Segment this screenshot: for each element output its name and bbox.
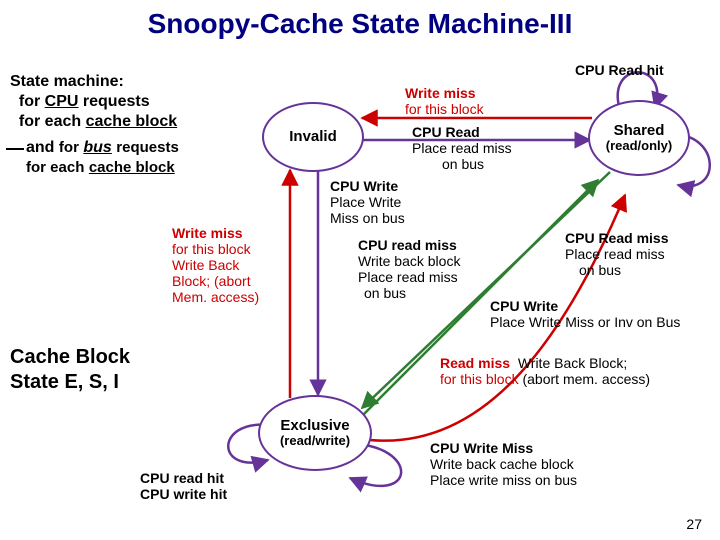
cache-block-l1: Cache Block xyxy=(10,346,130,368)
cache-block-label: Cache Block State E, S, I xyxy=(10,345,130,395)
wmt-l2: for this block xyxy=(405,101,484,117)
write-miss-top: Write miss for this block xyxy=(405,85,484,117)
el-l3: Place write miss on bus xyxy=(430,472,577,488)
desc2-l2a: for each xyxy=(26,159,84,176)
es-l1b: Write Back Block; xyxy=(518,355,627,371)
es-l2a: for this block xyxy=(440,371,519,387)
es-l2b: (abort mem. access) xyxy=(522,371,650,387)
se-l2: Place Write Miss or Inv on Bus xyxy=(490,314,680,330)
bullet-icon xyxy=(6,148,24,150)
sl-l3: on bus xyxy=(565,262,621,278)
excl-to-shared-label: Read miss Write Back Block; for this blo… xyxy=(440,355,650,387)
state-shared-l1: Shared xyxy=(614,123,665,140)
state-invalid-label: Invalid xyxy=(289,129,337,146)
wmt-l1: Write miss xyxy=(405,85,476,101)
desc1-l2u: CPU xyxy=(45,93,79,110)
desc1-l1: State machine: xyxy=(10,73,124,90)
crw-l1: CPU read hit xyxy=(140,470,224,486)
cr-l1: CPU Read xyxy=(412,124,480,140)
excl-to-inv-label: Write miss for this block Write Back Blo… xyxy=(172,225,259,305)
state-shared: Shared (read/only) xyxy=(588,100,690,176)
mid-diag-label: CPU read miss Write back block Place rea… xyxy=(358,237,460,301)
desc2-l1a: and xyxy=(26,139,54,156)
state-invalid: Invalid xyxy=(262,102,364,172)
crw-l2: CPU write hit xyxy=(140,486,227,502)
desc-block-2: and for bus requests for each cache bloc… xyxy=(26,138,179,178)
es-l1a: Read miss xyxy=(440,355,510,371)
cpu-read-hit-label: CPU Read hit xyxy=(575,62,664,78)
cr-l3: on bus xyxy=(412,156,484,172)
cw-l3: Miss on bus xyxy=(330,210,405,226)
md-l3: Place read miss xyxy=(358,269,458,285)
cpu-rw-hit-label: CPU read hit CPU write hit xyxy=(140,470,227,502)
desc2-l1c: requests xyxy=(116,139,179,156)
el-l2: Write back cache block xyxy=(430,456,574,472)
state-exclusive: Exclusive (read/write) xyxy=(258,395,372,471)
page-number: 27 xyxy=(686,516,702,532)
cr-l2: Place read miss xyxy=(412,140,512,156)
state-exclusive-l2: (read/write) xyxy=(280,434,350,448)
md-l4: on bus xyxy=(358,285,406,301)
desc2-l2u: cache block xyxy=(89,159,175,176)
desc1-l3u: cache block xyxy=(86,113,178,130)
ei-l2: for this block xyxy=(172,241,251,257)
desc1-l2b: requests xyxy=(83,93,150,110)
desc2-l1b: for xyxy=(59,139,79,156)
ei-l4: Block; (abort xyxy=(172,273,251,289)
shared-loop-label: CPU Read miss Place read miss on bus xyxy=(565,230,668,278)
md-l1: CPU read miss xyxy=(358,237,457,253)
cpu-read-label: CPU Read Place read miss on bus xyxy=(412,124,512,172)
desc1-l3a: for each xyxy=(19,113,81,130)
slide-title: Snoopy-Cache State Machine-III xyxy=(0,8,720,40)
excl-loop-label: CPU Write Miss Write back cache block Pl… xyxy=(430,440,577,488)
cw-l1: CPU Write xyxy=(330,178,398,194)
desc1-l2a: for xyxy=(19,93,40,110)
shared-to-excl-label: CPU Write Place Write Miss or Inv on Bus xyxy=(490,298,680,330)
cpu-write-inv-label: CPU Write Place Write Miss on bus xyxy=(330,178,405,226)
slide: Snoopy-Cache State Machine-III State mac… xyxy=(0,0,720,540)
cache-block-l2: State E, S, I xyxy=(10,371,119,393)
el-l1: CPU Write Miss xyxy=(430,440,533,456)
sl-l1: CPU Read miss xyxy=(565,230,668,246)
md-l2: Write back block xyxy=(358,253,460,269)
state-shared-l2: (read/only) xyxy=(606,139,672,153)
cw-l2: Place Write xyxy=(330,194,401,210)
ei-l3: Write Back xyxy=(172,257,239,273)
sl-l2: Place read miss xyxy=(565,246,665,262)
desc-block-1: State machine: for CPU requests for each… xyxy=(10,72,177,132)
ei-l5: Mem. access) xyxy=(172,289,259,305)
state-exclusive-l1: Exclusive xyxy=(280,418,349,435)
ei-l1: Write miss xyxy=(172,225,243,241)
desc2-l1u: bus xyxy=(83,139,111,156)
se-l1: CPU Write xyxy=(490,298,558,314)
